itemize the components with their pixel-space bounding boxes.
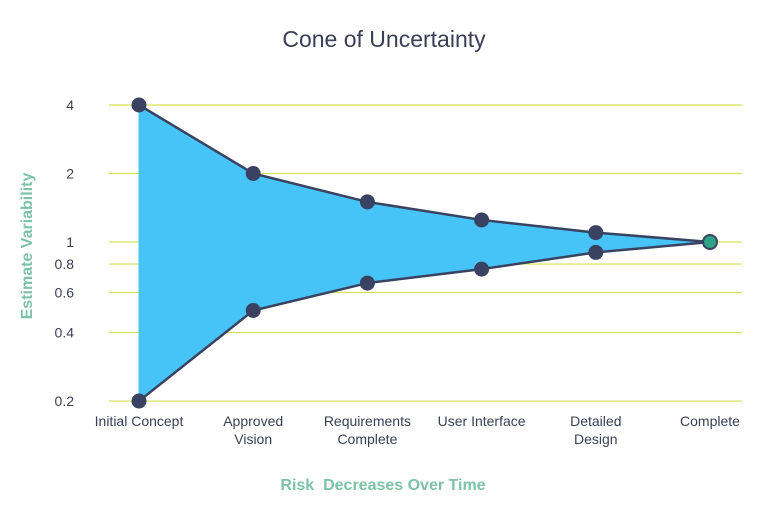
y-tick-label-1: 0.4 (55, 325, 75, 341)
series-line-upper (138, 103, 711, 244)
y-tick-label-6: 4 (66, 97, 74, 113)
chart-title: Cone of Uncertainty (282, 26, 486, 52)
x-category-labels: Initial Concept Approved Vision Requirement… (95, 413, 741, 447)
data-point-lower-3 (474, 261, 490, 277)
data-point-lower-0 (131, 393, 147, 409)
data-point-lower-2 (359, 275, 375, 291)
data-point-lower-1 (245, 303, 261, 318)
data-point-upper-1 (245, 166, 261, 181)
y-axis-title: Estimate Variability (19, 173, 36, 320)
x-category-label-2: Requirements Complete (324, 413, 411, 447)
y-tick-label-5: 2 (66, 166, 74, 182)
y-tick-label-2: 0.6 (55, 284, 75, 300)
cone-fill (139, 105, 710, 402)
data-point-upper-2 (359, 194, 375, 210)
y-tick-label-3: 0.8 (55, 256, 75, 272)
x-category-label-5: Complete (680, 413, 740, 429)
data-point-lower-4 (588, 244, 604, 260)
x-category-label-3: User Interface (438, 413, 526, 429)
data-point-upper-0 (131, 97, 147, 113)
data-point-upper-4 (588, 225, 604, 241)
data-points (131, 97, 718, 409)
x-axis-title: Risk Decreases Over Time (280, 477, 485, 494)
series-line-lower (138, 240, 711, 403)
x-category-label-1: Approved Vision (223, 413, 283, 447)
y-tick-label-0: 0.2 (55, 393, 75, 409)
x-category-label-4: Detailed Design (570, 413, 621, 447)
data-point-upper-5 (702, 234, 718, 250)
cone-area (138, 105, 710, 402)
y-tick-label-4: 1 (66, 234, 74, 250)
y-tick-labels: 0.2 0.4 0.6 0.8 1 2 4 (55, 97, 75, 409)
x-category-label-0: Initial Concept (95, 413, 184, 429)
data-point-upper-3 (474, 212, 490, 228)
series-lines (138, 103, 711, 403)
